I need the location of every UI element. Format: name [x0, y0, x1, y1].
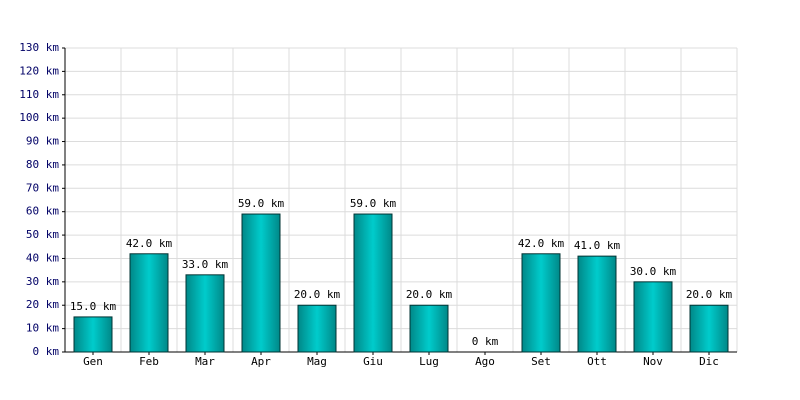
x-tick-label: Ott: [587, 355, 607, 368]
bar: [577, 255, 617, 353]
bar: [689, 304, 729, 353]
bar: [353, 213, 393, 353]
bar: [633, 281, 673, 353]
value-label: 42.0 km: [518, 237, 565, 250]
value-label: 30.0 km: [630, 265, 677, 278]
bar: [185, 274, 225, 353]
x-tick-label: Ago: [475, 355, 495, 368]
x-tick-label: Set: [531, 355, 551, 368]
y-tick-label: 110 km: [19, 88, 59, 101]
x-tick-label: Giu: [363, 355, 383, 368]
x-tick-label: Lug: [419, 355, 439, 368]
x-tick-label: Feb: [139, 355, 159, 368]
value-label: 20.0 km: [294, 288, 341, 301]
bar: [129, 253, 169, 353]
value-label: 15.0 km: [70, 300, 117, 313]
value-label: 20.0 km: [686, 288, 733, 301]
y-tick-label: 40 km: [26, 251, 59, 264]
y-tick-label: 70 km: [26, 181, 59, 194]
bar: [241, 213, 281, 353]
bar: [409, 304, 449, 353]
value-label: 42.0 km: [126, 237, 173, 250]
x-tick-label: Nov: [643, 355, 663, 368]
y-tick-label: 20 km: [26, 298, 59, 311]
y-tick-label: 80 km: [26, 158, 59, 171]
y-tick-label: 10 km: [26, 322, 59, 335]
x-tick-label: Dic: [699, 355, 719, 368]
x-tick-label: Gen: [83, 355, 103, 368]
bar: [73, 316, 113, 353]
x-tick-label: Apr: [251, 355, 271, 368]
value-label: 59.0 km: [238, 197, 285, 210]
y-tick-label: 30 km: [26, 275, 59, 288]
value-label: 59.0 km: [350, 197, 397, 210]
value-label: 41.0 km: [574, 239, 621, 252]
y-tick-label: 120 km: [19, 64, 59, 77]
value-label: 0 km: [472, 335, 499, 348]
bar: [521, 253, 561, 353]
y-tick-label: 100 km: [19, 111, 59, 124]
y-tick-label: 0 km: [33, 345, 60, 358]
y-tick-label: 50 km: [26, 228, 59, 241]
bar: [297, 304, 337, 353]
y-tick-label: 60 km: [26, 205, 59, 218]
value-label: 20.0 km: [406, 288, 453, 301]
x-tick-label: Mar: [195, 355, 215, 368]
value-label: 33.0 km: [182, 258, 229, 271]
y-tick-label: 90 km: [26, 135, 59, 148]
y-tick-label: 130 km: [19, 41, 59, 54]
x-tick-label: Mag: [307, 355, 327, 368]
